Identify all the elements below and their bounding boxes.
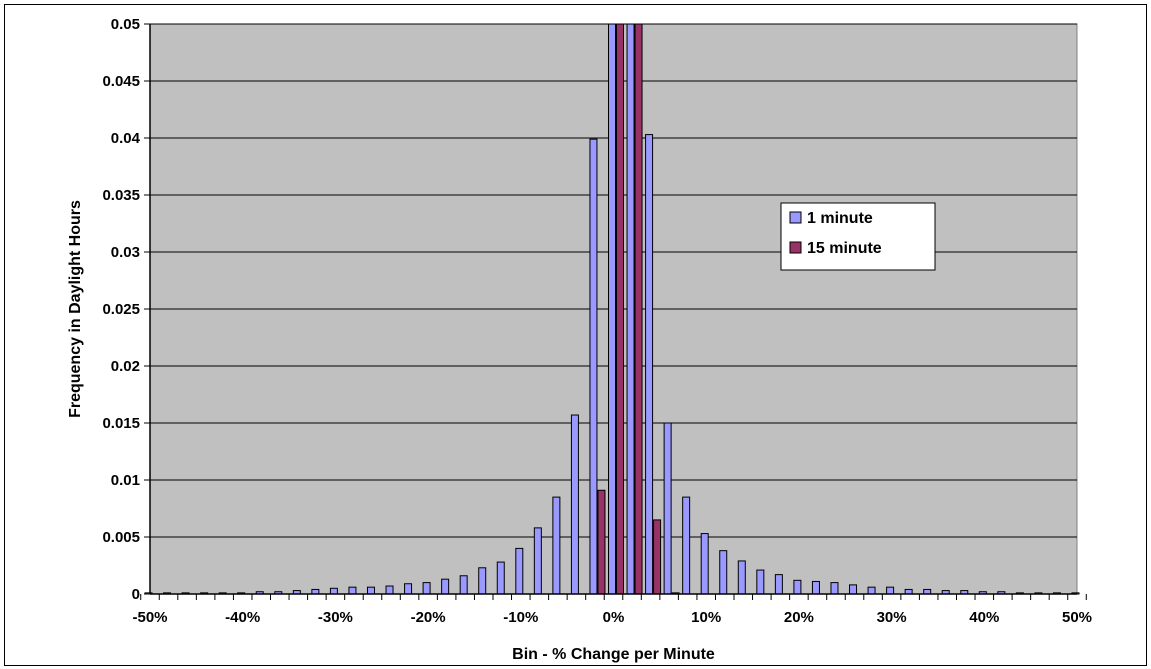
x-tick-label: -50% xyxy=(132,609,167,626)
bar xyxy=(645,134,654,595)
x-tick-label: -30% xyxy=(318,609,353,626)
y-tick-label: 0.03 xyxy=(111,244,140,261)
y-tick-label: 0.045 xyxy=(102,73,140,90)
bar xyxy=(496,561,505,595)
legend-label: 1 minute xyxy=(807,210,873,227)
x-tick-label: 10% xyxy=(691,609,721,626)
bar xyxy=(616,23,624,595)
bar xyxy=(737,560,746,595)
bar xyxy=(626,23,635,595)
y-tick-label: 0.04 xyxy=(111,130,141,147)
y-tick-label: 0 xyxy=(132,586,140,603)
bar xyxy=(867,586,876,595)
bar xyxy=(597,489,606,595)
x-tick-label: 40% xyxy=(969,609,999,626)
bar xyxy=(570,414,579,595)
x-axis-ticks: -50% -40% -30% -20% -10% 0% 10% 20% 30% 40% 50% xyxy=(132,594,1092,626)
bar xyxy=(719,550,728,595)
bar xyxy=(552,496,561,595)
x-axis-title: Bin - % Change per Minute xyxy=(512,646,715,663)
bar xyxy=(811,580,820,595)
bar xyxy=(515,547,524,595)
legend-swatch xyxy=(789,211,802,224)
y-tick-label: 0.02 xyxy=(111,358,140,375)
legend: 1 minute 15 minute xyxy=(780,202,936,271)
y-axis-title: Frequency in Daylight Hours xyxy=(67,200,84,418)
bar xyxy=(385,585,394,595)
bar xyxy=(441,578,450,595)
bar xyxy=(634,23,643,595)
y-tick-label: 0.015 xyxy=(102,415,140,432)
bar xyxy=(682,496,691,595)
y-tick-label: 0.01 xyxy=(111,472,140,489)
bar xyxy=(422,582,431,595)
y-tick-label: 0.035 xyxy=(102,187,140,204)
y-tick-label: 0.005 xyxy=(102,529,140,546)
bar xyxy=(478,567,487,595)
bar xyxy=(830,582,839,595)
bar xyxy=(793,579,802,595)
legend-swatch xyxy=(789,241,802,254)
y-tick-label: 0.05 xyxy=(111,16,140,33)
bar xyxy=(459,575,468,595)
legend-box xyxy=(780,202,936,271)
x-tick-label: -10% xyxy=(503,609,538,626)
bar xyxy=(886,586,895,595)
x-tick-label: -40% xyxy=(225,609,260,626)
bar xyxy=(348,586,357,595)
bar xyxy=(589,138,598,595)
bar xyxy=(533,527,542,595)
x-tick-label: 50% xyxy=(1062,609,1092,626)
x-tick-label: -20% xyxy=(411,609,446,626)
bar xyxy=(700,533,709,595)
bar xyxy=(849,584,858,595)
bar xyxy=(653,519,662,595)
bar xyxy=(404,583,413,595)
x-tick-label: 0% xyxy=(603,609,625,626)
bar xyxy=(774,574,783,595)
x-tick-label: 20% xyxy=(784,609,814,626)
y-axis-ticks: 0 0.005 0.01 0.015 0.02 0.025 0.03 0.035 0.04 0.0… xyxy=(102,16,150,603)
bar xyxy=(329,587,338,595)
legend-items: 1 minute 15 minute xyxy=(789,210,882,257)
bar xyxy=(366,586,375,595)
y-tick-label: 0.025 xyxy=(102,301,140,318)
legend-label: 15 minute xyxy=(807,240,882,257)
x-tick-label: 30% xyxy=(877,609,907,626)
bar xyxy=(756,569,765,595)
bar xyxy=(663,422,672,595)
bar xyxy=(608,23,616,595)
